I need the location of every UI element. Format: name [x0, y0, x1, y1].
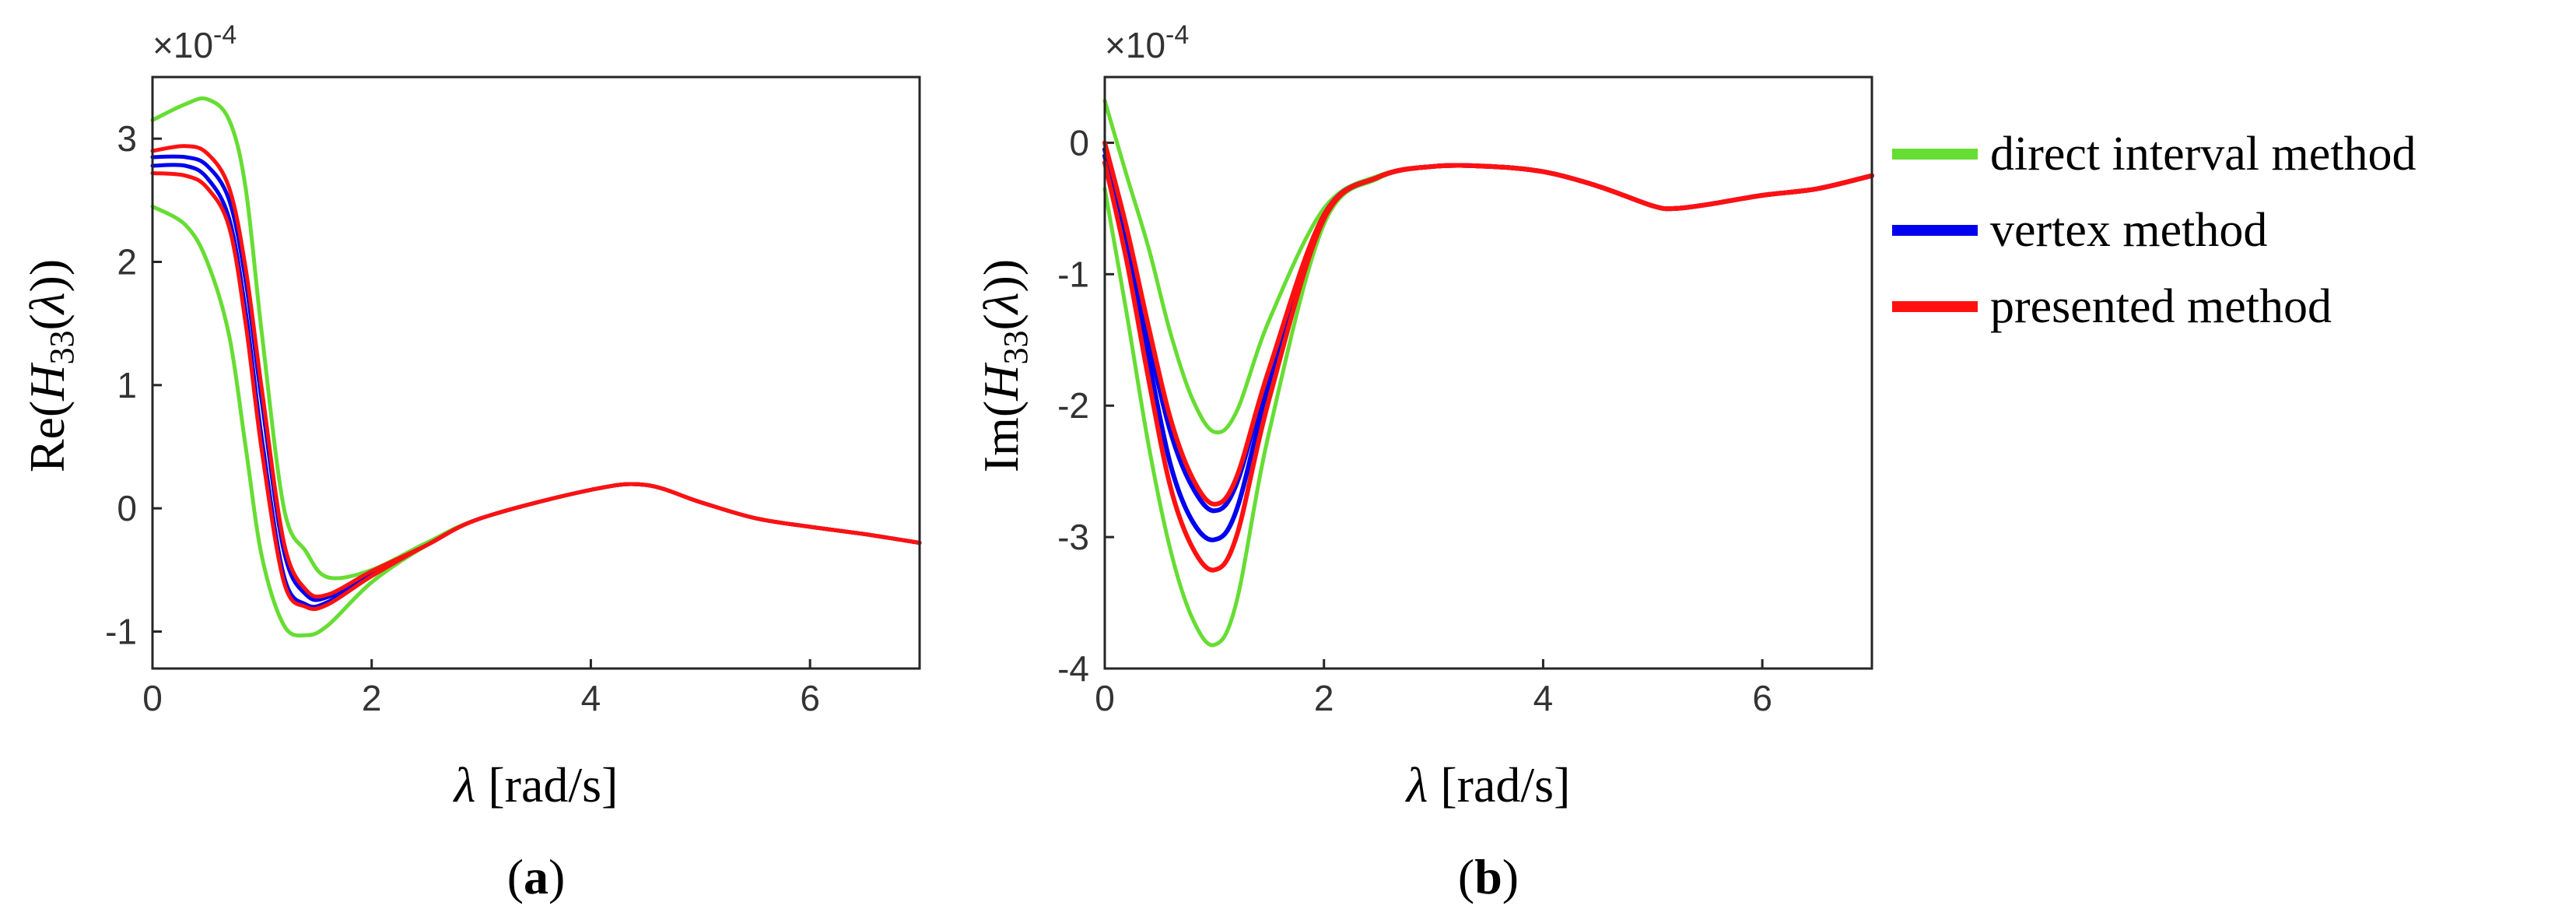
x-tick-label: 0	[142, 678, 163, 718]
x-tick-label: 6	[1752, 678, 1772, 718]
y-tick-label: -1	[105, 612, 137, 652]
y-tick-label: 3	[117, 118, 137, 159]
panel-a-y-axis-label: Re(H33(λ))	[19, 259, 81, 472]
x-tick-label: 2	[362, 678, 382, 718]
chart-panel-b: ×10-4 -4 -3 -2 -1 0 0 2 4 6 Im(H33(λ)) λ [rad/s…	[973, 20, 1874, 904]
x-tick-label: 4	[1533, 678, 1554, 718]
series-line-direct-interval-method-upper	[1102, 98, 1874, 435]
x-tick-label: 0	[1095, 678, 1115, 718]
legend-item-presented: presented method	[1892, 280, 2332, 333]
legend-label-presented: presented method	[1990, 280, 2332, 333]
y-tick-label: 0	[117, 488, 137, 528]
y-tick-label: -3	[1057, 517, 1089, 557]
y-tick-label: 2	[117, 242, 137, 283]
series-line-direct-interval-method-upper	[150, 96, 922, 581]
y-tick-label: -2	[1057, 385, 1089, 426]
panel-b-label: (b)	[1458, 849, 1519, 904]
series-line-vertex-method-lower	[1102, 153, 1874, 542]
legend: direct interval method vertex method pre…	[1892, 128, 2416, 333]
panel-a-scale-label: ×10-4	[152, 20, 237, 65]
y-tick-label: -4	[1057, 648, 1089, 689]
x-tick-label: 6	[800, 678, 820, 718]
panel-a-plot-frame	[151, 75, 921, 670]
panel-a-x-axis-label: λ [rad/s]	[453, 757, 619, 812]
series-line-presented-method-lower	[150, 171, 922, 612]
series-line-direct-interval-method-lower	[1102, 163, 1874, 648]
panel-b-series	[1102, 98, 1874, 648]
legend-label-vertex: vertex method	[1990, 204, 2267, 257]
panel-a-label: (a)	[507, 849, 566, 904]
panel-a-series	[150, 96, 922, 638]
series-line-presented-method-lower	[1102, 160, 1874, 573]
y-tick-label: 0	[1069, 122, 1089, 163]
panel-b-y-axis-label: Im(H33(λ))	[973, 259, 1035, 472]
x-tick-label: 2	[1314, 678, 1334, 718]
y-tick-label: 1	[117, 365, 137, 405]
panel-a-x-ticks: 0 2 4 6	[142, 659, 820, 718]
panel-a-y-ticks: -1 0 1 2 3	[105, 118, 162, 652]
panel-b-plot-frame	[1103, 75, 1873, 670]
legend-label-direct-interval: direct interval method	[1990, 128, 2416, 181]
panel-b-x-axis-label: λ [rad/s]	[1405, 757, 1571, 812]
x-tick-label: 4	[581, 678, 601, 718]
legend-item-direct-interval: direct interval method	[1892, 128, 2416, 181]
panel-b-scale-label: ×10-4	[1105, 20, 1189, 65]
y-tick-label: -1	[1057, 254, 1089, 294]
panel-b-y-ticks: -4 -3 -2 -1 0	[1057, 122, 1114, 689]
legend-item-vertex: vertex method	[1892, 204, 2267, 257]
panel-b-x-ticks: 0 2 4 6	[1095, 659, 1772, 718]
series-line-vertex-method-upper	[1102, 146, 1874, 514]
